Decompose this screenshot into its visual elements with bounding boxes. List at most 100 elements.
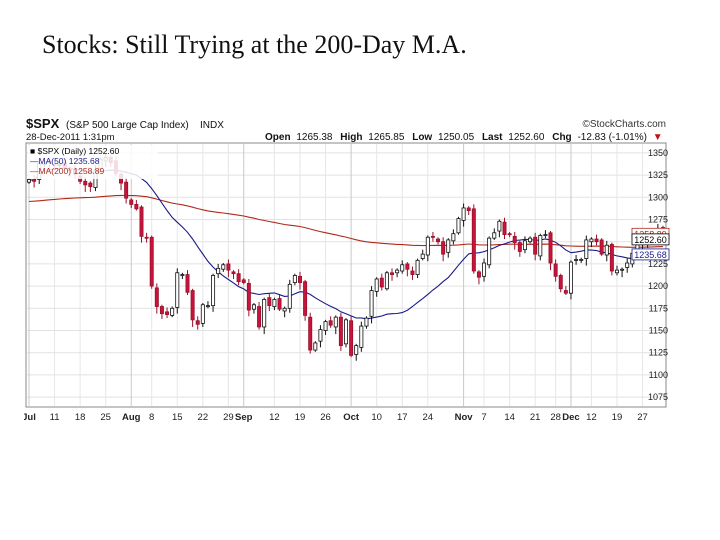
candle	[354, 343, 359, 361]
candle	[548, 231, 553, 271]
candle	[614, 265, 619, 276]
candle-body	[625, 262, 630, 268]
candle	[415, 258, 420, 279]
candle-body	[405, 263, 410, 270]
candle	[461, 203, 466, 227]
candle	[471, 204, 476, 274]
candle	[482, 258, 487, 282]
x-tick-label: 18	[75, 412, 86, 423]
candle-body	[574, 259, 579, 261]
candle-layer	[27, 152, 665, 361]
candle-body	[415, 259, 420, 275]
candle	[584, 235, 589, 266]
candle-body	[584, 239, 589, 259]
candle	[246, 278, 251, 317]
candle-body	[246, 283, 251, 311]
candle	[390, 268, 395, 281]
candle-body	[180, 274, 185, 276]
candle	[308, 312, 313, 354]
x-tick-label: 12	[586, 412, 597, 423]
candle-body	[129, 199, 134, 205]
candle	[211, 273, 216, 312]
y-tick-label: 1075	[648, 392, 668, 402]
candle	[328, 316, 333, 328]
candle-body	[609, 243, 614, 272]
candle-body	[568, 261, 573, 294]
x-tick-label: Dec	[562, 412, 579, 423]
candle-body	[231, 271, 236, 275]
y-tick-label: 1125	[649, 348, 668, 358]
candle	[338, 312, 343, 351]
y-tick-label: 1200	[648, 281, 668, 291]
candle	[170, 306, 175, 318]
candle-body	[272, 299, 277, 307]
candle	[400, 260, 405, 274]
x-tick-label: 14	[504, 412, 515, 423]
y-tick-label: 1325	[648, 170, 668, 180]
candle	[579, 257, 584, 264]
chart-symbol: $SPX	[26, 116, 60, 131]
quote-last-value: 1252.60	[508, 132, 545, 143]
candle	[502, 217, 507, 240]
x-tick-labels: Jul 11 18 25 Aug 8 15 22 29 Sep 12 19 26 Oct 10 17 24 Nov…	[22, 412, 648, 423]
candle-body	[538, 235, 543, 257]
candle	[384, 271, 389, 291]
plot-frame	[25, 142, 667, 408]
candle-body	[620, 268, 625, 271]
x-tick-label: 12	[269, 412, 280, 423]
candle	[154, 283, 159, 314]
x-tick-label: 22	[198, 412, 209, 423]
candle-body	[328, 320, 333, 326]
legend-entry: ■ $SPX (Daily) 1252.60	[30, 146, 120, 156]
x-tick-label: 19	[612, 412, 623, 423]
candle	[185, 270, 190, 295]
candle-body	[482, 262, 487, 277]
candle	[333, 315, 338, 335]
candle-body	[185, 274, 190, 293]
candle-body	[522, 240, 527, 251]
candle-body	[318, 329, 323, 342]
candle	[430, 231, 435, 242]
candle	[303, 279, 308, 321]
y-tick-label: 1275	[648, 214, 668, 224]
x-tick-label: 7	[481, 412, 486, 423]
legend-layer: ■ $SPX (Daily) 1252.60—MA(50) 1235.68—MA…	[28, 145, 158, 179]
y-tick-label: 1100	[649, 370, 668, 380]
candle-body	[369, 290, 374, 317]
x-tick-label: Nov	[455, 412, 474, 423]
candle-body	[323, 321, 328, 331]
x-tick-label: 8	[149, 412, 154, 423]
chart-index-name: (S&P 500 Large Cap Index)	[66, 120, 189, 131]
quote-high-label: High	[340, 132, 362, 143]
candle	[517, 240, 522, 257]
value-flag: 1235.68	[631, 248, 670, 261]
chart-datetime: 28-Dec-2011 1:31pm	[26, 132, 115, 143]
x-tick-label: Oct	[343, 412, 360, 423]
candle-body	[446, 239, 451, 253]
candle	[323, 319, 328, 335]
candle-body	[492, 232, 497, 239]
candle	[257, 302, 262, 330]
candle-body	[154, 287, 159, 307]
candle-body	[236, 273, 241, 283]
candle	[241, 278, 246, 285]
candle-body	[190, 290, 195, 321]
candle	[287, 279, 292, 313]
candle	[405, 262, 410, 277]
candle-body	[292, 275, 297, 283]
candle-body	[139, 206, 144, 237]
quote-line: Open 1265.38 High 1265.85 Low 1250.05 La…	[265, 132, 663, 143]
value-flag-text: 1235.68	[634, 250, 667, 260]
value-flag-box	[631, 248, 670, 261]
candle-body	[553, 263, 558, 277]
candle	[144, 232, 149, 243]
candle-body	[456, 218, 461, 234]
y-tick-label: 1150	[649, 326, 668, 336]
x-tick-label: 17	[397, 412, 408, 423]
candle-body	[466, 207, 471, 212]
candle	[180, 272, 185, 279]
candle-body	[241, 279, 246, 283]
stock-chart: $SPX (S&P 500 Large Cap Index) INDX ©Sto…	[22, 115, 670, 427]
candle	[594, 234, 599, 246]
legend-entry: —MA(200) 1258.89	[30, 166, 104, 176]
